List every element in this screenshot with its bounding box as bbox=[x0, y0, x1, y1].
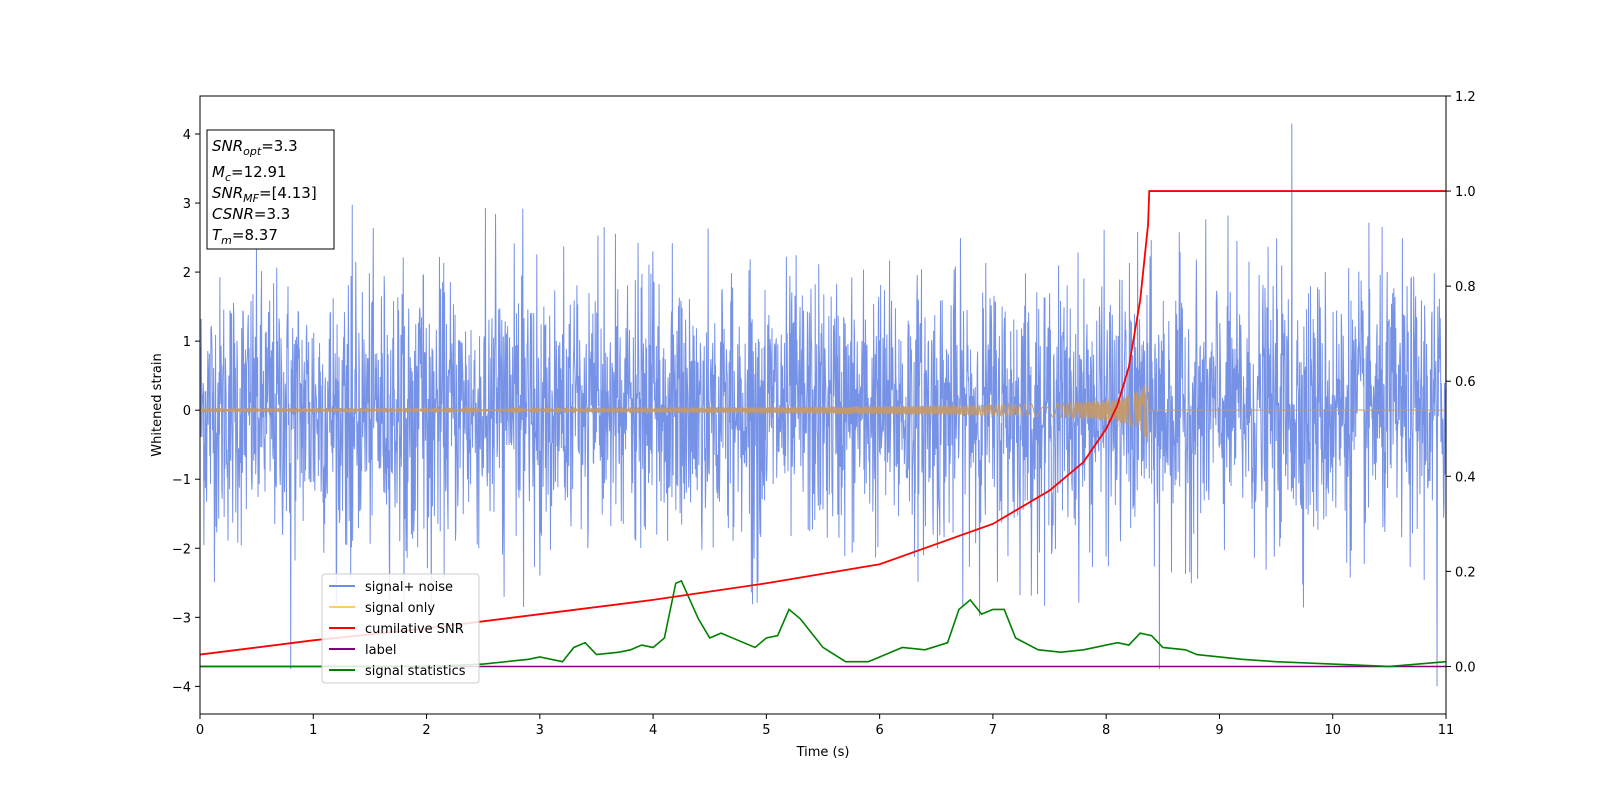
x-tick-label: 6 bbox=[875, 723, 883, 738]
x-axis-ticks: 0 1 2 3 4 5 6 7 8 9 10 11 bbox=[196, 714, 1454, 738]
info-tm-sub: m bbox=[221, 234, 232, 247]
y2-tick-label: 1.0 bbox=[1455, 185, 1476, 200]
info-snr-opt-sub: opt bbox=[243, 145, 262, 158]
y2-tick-label: 0.2 bbox=[1455, 565, 1476, 580]
legend-entries: signal+ noise signal only cumilative SNR la… bbox=[329, 580, 466, 679]
series-line-signal-noise bbox=[199, 123, 1447, 687]
y-tick-label: 3 bbox=[183, 197, 191, 212]
x-tick-label: 4 bbox=[649, 723, 657, 738]
info-snr-mf-base: SNR bbox=[212, 184, 243, 202]
series-line-cumilative-snr bbox=[199, 190, 1446, 656]
y-tick-label: 1 bbox=[183, 335, 191, 350]
info-snr-opt-base: SNR bbox=[212, 137, 243, 155]
info-csnr: CSNR=3.3 bbox=[212, 205, 290, 223]
legend-label-label: label bbox=[365, 643, 396, 658]
x-tick-label: 2 bbox=[422, 723, 430, 738]
x-tick-label: 9 bbox=[1215, 723, 1223, 738]
x-tick-label: 8 bbox=[1102, 723, 1110, 738]
x-tick-label: 1 bbox=[309, 723, 317, 738]
x-axis-label: Time (s) bbox=[796, 745, 850, 760]
legend-label-signal-noise: signal+ noise bbox=[365, 580, 453, 595]
legend-frame bbox=[321, 573, 480, 684]
y-tick-label: −4 bbox=[172, 680, 191, 695]
y-tick-label: −3 bbox=[172, 611, 191, 626]
y-tick-label: 0 bbox=[183, 404, 191, 419]
series-line-signal-statistics bbox=[200, 579, 1447, 668]
noise-series bbox=[199, 123, 1447, 687]
y2-tick-label: 0.8 bbox=[1455, 280, 1476, 295]
x-tick-label: 10 bbox=[1324, 723, 1341, 738]
x-tick-label: 11 bbox=[1438, 723, 1455, 738]
x-tick-label: 7 bbox=[989, 723, 997, 738]
info-tm: Tm=8.37 bbox=[212, 226, 278, 247]
y-tick-label: −2 bbox=[172, 542, 191, 557]
stats-series bbox=[200, 579, 1447, 668]
info-csnr-value: =3.3 bbox=[254, 205, 290, 223]
info-tm-base: T bbox=[212, 226, 223, 244]
y2-tick-label: 1.2 bbox=[1455, 90, 1476, 105]
x-tick-label: 5 bbox=[762, 723, 770, 738]
y-axis-ticks: −4 −3 −2 −1 0 1 2 3 4 bbox=[172, 128, 200, 695]
info-snr-mf: SNRMF=[4.13] bbox=[212, 184, 317, 205]
y-tick-label: 2 bbox=[183, 266, 191, 281]
info-box-frame bbox=[206, 129, 335, 250]
info-mc-base: M bbox=[212, 163, 225, 181]
signal-series bbox=[199, 385, 1446, 443]
y2-tick-label: 0.4 bbox=[1455, 470, 1476, 485]
y-axis-label: Whitened strain bbox=[150, 353, 165, 456]
legend-label-signal-only: signal only bbox=[365, 601, 435, 616]
info-snr-opt-value: =3.3 bbox=[261, 137, 297, 155]
info-tm-value: =8.37 bbox=[232, 226, 278, 244]
info-snr-mf-value: =[4.13] bbox=[259, 184, 317, 202]
snr-series bbox=[199, 190, 1446, 656]
plot-frame bbox=[199, 95, 1447, 715]
series-line-signal-only bbox=[199, 385, 1446, 443]
legend-label-signal-statistics: signal statistics bbox=[365, 664, 466, 679]
legend-label-cumilative-snr: cumilative SNR bbox=[365, 622, 464, 637]
y2-tick-label: 0.6 bbox=[1455, 375, 1476, 390]
y2-axis-ticks: 0.0 0.2 0.4 0.6 0.8 1.0 1.2 bbox=[1446, 90, 1476, 675]
info-mc-sub: c bbox=[225, 171, 231, 184]
legend: signal+ noise signal only cumilative SNR la… bbox=[321, 573, 480, 684]
info-snr-opt: SNRopt=3.3 bbox=[212, 137, 298, 158]
info-mc: Mc=12.91 bbox=[212, 163, 287, 184]
y2-tick-label: 0.0 bbox=[1455, 660, 1476, 675]
x-tick-label: 0 bbox=[196, 723, 204, 738]
y-tick-label: −1 bbox=[172, 473, 191, 488]
info-csnr-base: CSNR bbox=[212, 205, 254, 223]
info-snr-mf-sub: MF bbox=[243, 192, 259, 205]
info-box: SNRopt=3.3 Mc=12.91 SNRMF=[4.13] CSNR=3.… bbox=[206, 129, 335, 250]
info-mc-value: =12.91 bbox=[231, 163, 287, 181]
x-tick-label: 3 bbox=[536, 723, 544, 738]
y-tick-label: 4 bbox=[183, 128, 191, 143]
